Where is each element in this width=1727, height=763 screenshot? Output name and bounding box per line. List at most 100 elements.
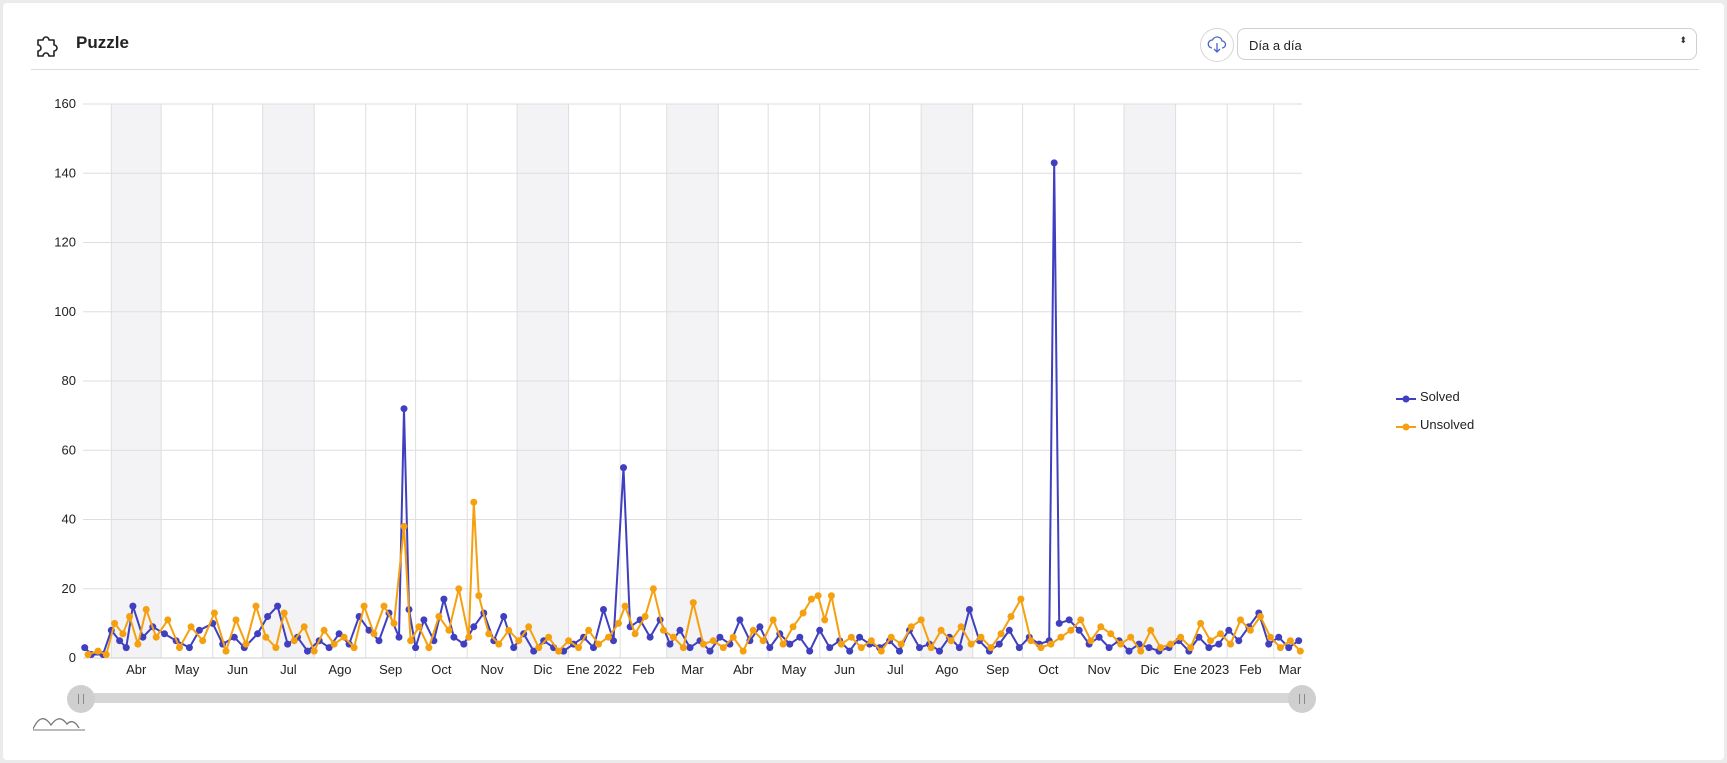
data-point: [1057, 633, 1065, 641]
data-point: [857, 644, 865, 652]
data-point: [1097, 623, 1105, 631]
data-point: [641, 613, 649, 620]
range-slider-end-handle[interactable]: [1288, 685, 1316, 713]
data-point: [1065, 616, 1073, 624]
data-point: [222, 647, 230, 655]
data-point: [495, 640, 503, 648]
data-point: [1087, 637, 1095, 645]
data-point: [340, 633, 348, 641]
data-point: [814, 592, 822, 600]
data-point: [274, 602, 282, 610]
data-point: [1296, 647, 1304, 655]
grip-icon: [78, 694, 84, 704]
x-tick-label: May: [782, 662, 807, 677]
x-tick-label: Jul: [887, 662, 904, 677]
data-point: [631, 630, 639, 638]
series-unsolved: [84, 498, 1304, 658]
data-point: [440, 595, 448, 603]
data-point: [1017, 595, 1025, 603]
data-point: [254, 630, 262, 638]
data-point: [415, 623, 423, 631]
data-point: [997, 630, 1005, 638]
data-point: [515, 637, 523, 645]
data-point: [1145, 644, 1153, 652]
data-point: [896, 647, 903, 655]
data-point: [977, 633, 985, 641]
data-point: [699, 640, 707, 648]
data-point: [965, 606, 973, 613]
data-point: [1207, 637, 1214, 645]
cloud-download-icon: [1207, 36, 1227, 53]
data-point: [119, 630, 127, 638]
x-tick-label: Sep: [379, 662, 402, 677]
data-point: [435, 613, 443, 620]
download-button[interactable]: [1200, 28, 1234, 62]
data-point: [927, 644, 935, 652]
data-point: [335, 630, 343, 638]
data-point: [937, 626, 945, 634]
data-point: [1235, 637, 1243, 645]
data-point: [719, 644, 727, 652]
data-point: [400, 522, 408, 530]
data-point: [161, 630, 168, 638]
data-point: [375, 637, 383, 645]
period-select[interactable]: Día a día ⬍: [1237, 28, 1697, 60]
data-point: [425, 644, 433, 652]
data-point: [749, 626, 757, 634]
data-point: [1137, 647, 1145, 655]
data-point: [605, 633, 612, 641]
data-point: [242, 640, 250, 648]
data-point: [867, 637, 875, 645]
data-point: [736, 616, 744, 624]
data-point: [575, 644, 583, 652]
x-tick-label: May: [175, 662, 200, 677]
data-point: [799, 609, 807, 617]
data-point: [649, 585, 657, 593]
data-point: [1217, 630, 1224, 638]
x-tick-label: Ene 2022: [567, 662, 623, 677]
x-tick-label: Mar: [681, 662, 704, 677]
y-axis-ticks: 0 20 40 60 80 100 120 140 160: [54, 96, 76, 665]
data-point: [987, 644, 995, 652]
data-point: [102, 651, 110, 658]
x-tick-label: Ago: [935, 662, 958, 677]
data-point: [470, 498, 478, 506]
data-point: [455, 585, 463, 593]
x-tick-label: Jul: [280, 662, 297, 677]
data-point: [621, 602, 629, 610]
data-point: [936, 647, 943, 655]
data-point: [1197, 619, 1205, 627]
y-tick-label: 80: [62, 373, 76, 388]
data-point: [846, 647, 854, 655]
y-tick-label: 120: [54, 235, 76, 250]
data-point: [620, 464, 627, 472]
data-point: [490, 637, 498, 645]
data-point: [555, 647, 563, 655]
x-tick-label: Abr: [126, 662, 147, 677]
x-tick-label: Oct: [1038, 662, 1059, 677]
data-point: [505, 626, 513, 634]
data-point: [320, 626, 328, 634]
x-axis-ticks: Abr May Jun Jul Ago Sep Oct Nov Dic Ene 2022 Feb Ma…: [126, 662, 1302, 677]
range-slider-start-handle[interactable]: [67, 685, 95, 713]
data-point: [856, 633, 864, 641]
range-slider-track[interactable]: [81, 693, 1301, 703]
y-tick-label: 140: [54, 165, 76, 180]
data-point: [1246, 626, 1254, 634]
data-point: [545, 633, 553, 641]
data-point: [126, 613, 134, 620]
data-point: [530, 647, 538, 655]
data-point: [806, 647, 814, 655]
data-point: [955, 644, 963, 652]
data-point: [756, 623, 764, 631]
data-point: [525, 623, 533, 631]
data-point: [1127, 633, 1135, 641]
data-point: [769, 616, 777, 624]
data-point: [610, 637, 617, 645]
data-point: [262, 633, 270, 641]
grip-icon: [1299, 694, 1305, 704]
data-point: [887, 633, 895, 641]
data-point: [390, 619, 398, 627]
data-point: [465, 633, 473, 641]
data-point: [1286, 637, 1294, 645]
